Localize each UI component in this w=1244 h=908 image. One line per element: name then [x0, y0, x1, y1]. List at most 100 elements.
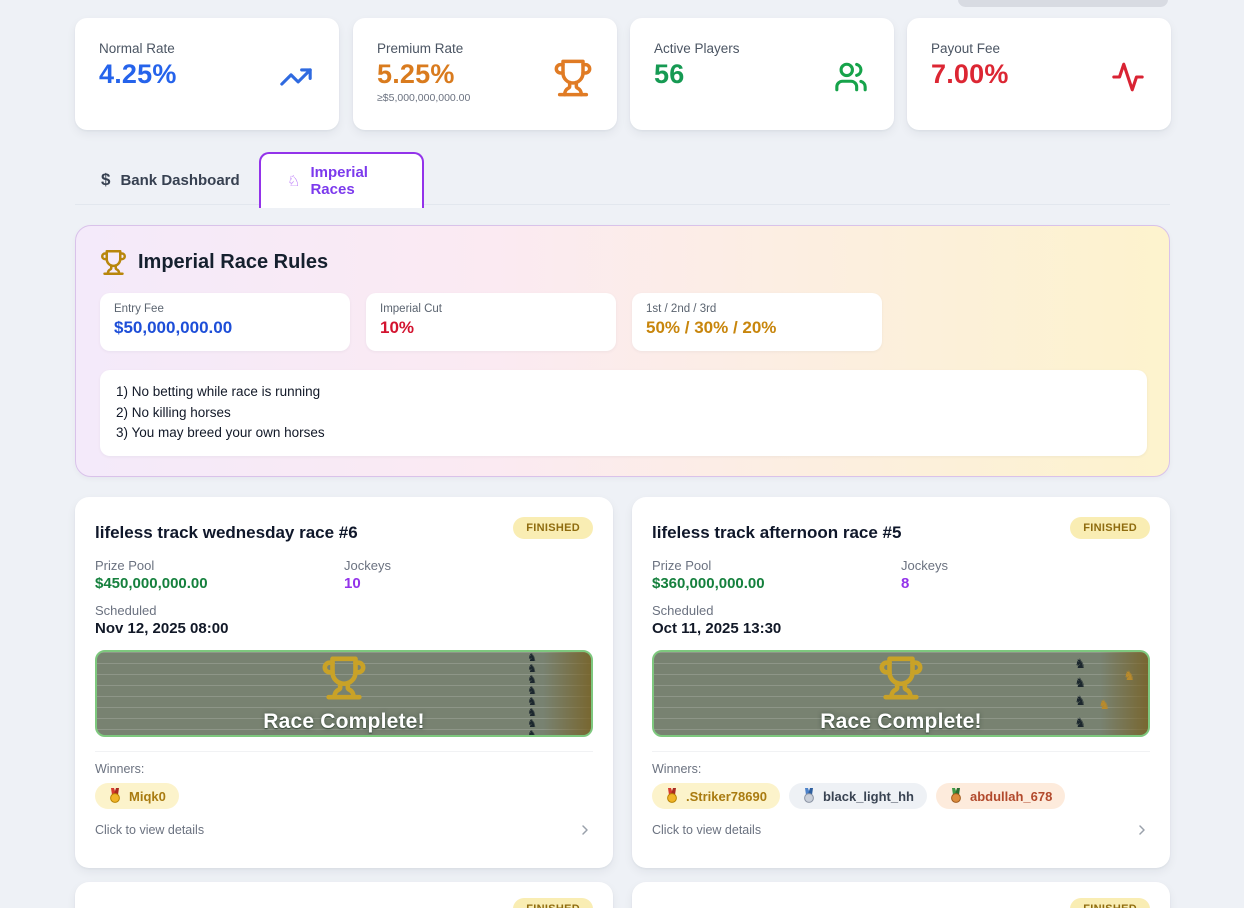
horse-icon: ♞ — [527, 729, 537, 737]
prize-pool-label: Prize Pool — [652, 558, 712, 573]
horse-icon: ♞ — [527, 685, 537, 697]
scheduled-block: Scheduled Oct 11, 2025 13:30 — [652, 603, 1150, 637]
scheduled-label: Scheduled — [95, 603, 157, 618]
horse-icon: ♞ — [1074, 715, 1086, 730]
jockeys-value: 8 — [901, 575, 910, 592]
finish-line-fade — [1100, 652, 1148, 735]
race-info: Prize Pool $360,000,000.00 Jockeys 8 — [652, 558, 1150, 592]
trophy-icon — [878, 655, 924, 701]
jockeys-value: 10 — [344, 575, 361, 592]
details-row[interactable]: Click to view details — [95, 822, 593, 838]
race-card-partial[interactable]: FINISHED — [75, 882, 613, 908]
horse-icon: ♞ — [527, 652, 537, 664]
rule-card-entry-fee: Entry Fee $50,000,000.00 — [100, 293, 350, 351]
rule-value: $50,000,000.00 — [114, 318, 233, 337]
tab-bank-dashboard[interactable]: $ Bank Dashboard — [75, 152, 266, 208]
scheduled-block: Scheduled Nov 12, 2025 08:00 — [95, 603, 593, 637]
winners-label: Winners: — [95, 762, 145, 776]
scheduled-value: Nov 12, 2025 08:00 — [95, 620, 229, 637]
trophy-icon — [553, 58, 593, 98]
race-track: ♞ ♞ ♞ ♞ ♞ ♞ ♞ ♞ Race Complete! — [95, 650, 593, 737]
stat-label: Payout Fee — [931, 41, 1001, 56]
stat-card-premium-rate: Premium Rate 5.25% ≥$5,000,000,000.00 — [353, 18, 617, 130]
details-text: Click to view details — [652, 823, 762, 837]
tab-label: Imperial Races — [310, 164, 368, 198]
tab-imperial-races[interactable]: ♘ Imperial Races — [259, 152, 424, 208]
horse-icon: ♘ — [287, 173, 301, 190]
winner-pills: .Striker78690 black_light_hh abdullah_67… — [652, 783, 1150, 809]
rule-value: 50% / 30% / 20% — [646, 318, 777, 337]
rules-header: Imperial Race Rules — [100, 249, 1145, 276]
race-complete-message: Race Complete! — [263, 710, 425, 733]
stat-label: Premium Rate — [377, 41, 464, 56]
details-row[interactable]: Click to view details — [652, 822, 1150, 838]
details-text: Click to view details — [95, 823, 205, 837]
trophy-icon — [321, 655, 367, 701]
tab-label: Bank Dashboard — [120, 171, 240, 189]
horse-icon: ♞ — [1123, 668, 1135, 683]
imperial-race-rules-panel: Imperial Race Rules Entry Fee $50,000,00… — [75, 225, 1170, 477]
rule-card-payout-split: 1st / 2nd / 3rd 50% / 30% / 20% — [632, 293, 882, 351]
top-cutoff-element — [958, 0, 1168, 7]
horse-icon: ♞ — [527, 718, 537, 730]
stat-value: 56 — [654, 59, 685, 89]
status-badge: FINISHED — [513, 898, 593, 908]
stat-label: Active Players — [654, 41, 740, 56]
prize-pool-label: Prize Pool — [95, 558, 155, 573]
horse-icon: ♞ — [1074, 693, 1086, 708]
horse-pack: ♞ ♞ ♞ ♞ ♞ ♞ ♞ ♞ — [527, 652, 537, 737]
horse-icon: ♞ — [527, 663, 537, 675]
winner-pill: abdullah_678 — [935, 783, 1066, 809]
prize-pool-value: $360,000,000.00 — [652, 575, 765, 592]
race-card-header: lifeless track wednesday race #6 FINISHE… — [95, 517, 593, 543]
horse-icon: ♞ — [527, 707, 537, 719]
stat-value: 5.25% — [377, 59, 455, 89]
jockeys-block: Jockeys 8 — [901, 558, 1150, 592]
silver-medal-icon — [804, 788, 814, 803]
winners-label: Winners: — [652, 762, 702, 776]
activity-icon — [1111, 60, 1145, 94]
rule-label: Imperial Cut — [380, 303, 442, 315]
race-track: ♞ ♞ ♞ ♞ ♞ ♞ Race Complete! — [652, 650, 1150, 737]
winner-pill: black_light_hh — [788, 783, 927, 809]
gold-medal-icon — [667, 788, 677, 803]
race-card-grid: lifeless track wednesday race #6 FINISHE… — [75, 497, 1170, 868]
chevron-right-icon — [1134, 822, 1150, 838]
scheduled-value: Oct 11, 2025 13:30 — [652, 620, 782, 637]
horse-icon: ♞ — [1074, 656, 1086, 671]
divider — [95, 751, 593, 752]
jockeys-label: Jockeys — [344, 558, 391, 573]
winner-name: abdullah_678 — [969, 788, 1053, 804]
gold-medal-icon — [110, 788, 120, 803]
prize-pool-block: Prize Pool $360,000,000.00 — [652, 558, 901, 592]
race-card-wednesday-6[interactable]: lifeless track wednesday race #6 FINISHE… — [75, 497, 613, 868]
trending-up-icon — [279, 60, 313, 94]
race-title: lifeless track afternoon race #5 — [652, 523, 902, 542]
stat-label: Normal Rate — [99, 41, 175, 56]
prize-pool-value: $450,000,000.00 — [95, 575, 208, 592]
winner-pill: .Striker78690 — [652, 783, 780, 809]
race-card-afternoon-5[interactable]: lifeless track afternoon race #5 FINISHE… — [632, 497, 1170, 868]
stat-card-active-players: Active Players 56 — [630, 18, 894, 130]
rule-cards: Entry Fee $50,000,000.00 Imperial Cut 10… — [100, 293, 1145, 351]
rule-label: 1st / 2nd / 3rd — [646, 303, 717, 315]
race-info: Prize Pool $450,000,000.00 Jockeys 10 — [95, 558, 593, 592]
trophy-icon — [100, 249, 127, 276]
race-complete-message: Race Complete! — [820, 710, 982, 733]
rule-value: 10% — [380, 318, 415, 337]
rule-line: 1) No betting while race is running — [116, 384, 321, 399]
race-card-partial[interactable]: FINISHED — [632, 882, 1170, 908]
rule-line: 2) No killing horses — [116, 404, 231, 420]
rules-title: Imperial Race Rules — [138, 251, 329, 273]
horse-icon: ♞ — [1074, 675, 1086, 690]
status-badge: FINISHED — [1070, 898, 1150, 908]
stat-card-normal-rate: Normal Rate 4.25% — [75, 18, 339, 130]
users-icon — [834, 60, 868, 94]
prize-pool-block: Prize Pool $450,000,000.00 — [95, 558, 344, 592]
rule-line: 3) You may breed your own horses — [116, 425, 325, 440]
horse-icon: ♞ — [527, 674, 537, 686]
horse-icon: ♞ — [527, 696, 537, 708]
chevron-right-icon — [577, 822, 593, 838]
rules-list: 1) No betting while race is running 2) N… — [100, 370, 1147, 456]
